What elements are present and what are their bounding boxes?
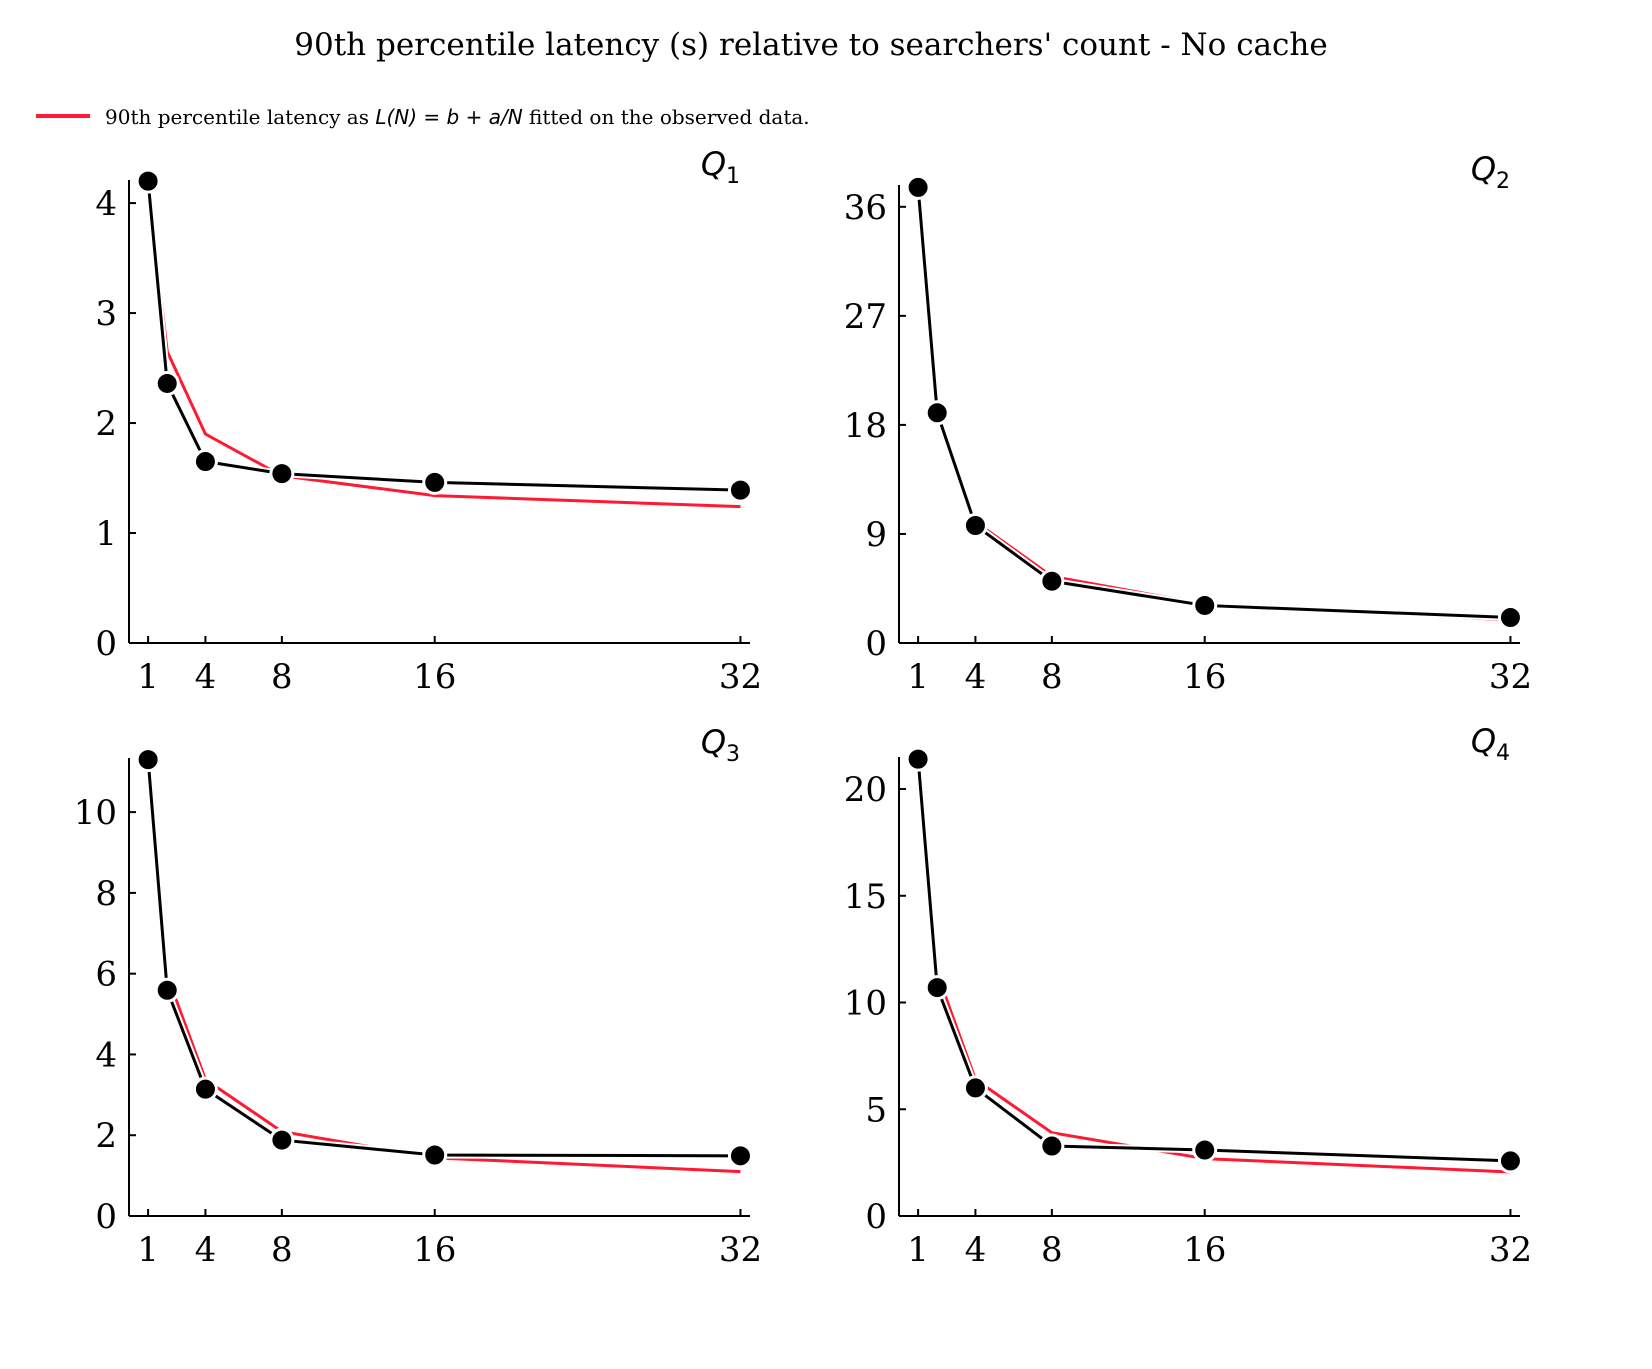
x-tick-label: 8 [1041, 1230, 1063, 1270]
y-tick-label: 2 [95, 404, 117, 444]
x-tick-label: 4 [965, 657, 987, 697]
subplot-label-subscript: 3 [726, 742, 740, 767]
observed-point [1039, 568, 1065, 594]
observed-point [924, 975, 950, 1001]
y-tick-label: 10 [844, 984, 887, 1024]
observed-point [1497, 1148, 1523, 1174]
observed-line [146, 759, 741, 1158]
observed-point [135, 168, 161, 194]
y-tick-label: 5 [865, 1090, 887, 1130]
observed-point [192, 449, 218, 475]
subplot-label-subscript: 2 [1496, 169, 1510, 194]
x-tick-label: 32 [719, 1230, 762, 1270]
observed-line-halo [144, 759, 741, 1160]
legend-label-suffix: fitted on the observed data. [523, 105, 810, 129]
y-tick-label: 20 [844, 770, 887, 810]
x-tick-label: 4 [195, 1230, 217, 1270]
observed-point [727, 1143, 753, 1169]
legend-label: 90th percentile latency as L(N) = b + a/… [105, 105, 810, 129]
observed-line [146, 180, 741, 492]
observed-point [1192, 1137, 1218, 1163]
x-tick-label: 32 [1489, 657, 1532, 697]
chart-title: 90th percentile latency (s) relative to … [294, 27, 1327, 63]
observed-point [905, 174, 931, 200]
y-tick-label: 4 [95, 1035, 117, 1075]
legend-label-formula: L(N) = b + a/N [375, 105, 522, 129]
y-tick-label: 0 [865, 1197, 887, 1237]
y-tick-label: 1 [95, 514, 117, 554]
subplot-label-subscript: 4 [1496, 741, 1510, 766]
observed-point [422, 1142, 448, 1168]
y-tick-label: 0 [95, 624, 117, 664]
observed-point [135, 747, 161, 773]
observed-point [154, 977, 180, 1003]
x-tick-label: 16 [1183, 657, 1226, 697]
observed-point [962, 512, 988, 538]
y-tick-label: 4 [95, 184, 117, 224]
y-tick-label: 2 [95, 1116, 117, 1156]
y-tick-label: 36 [844, 188, 887, 228]
x-tick-label: 8 [1041, 657, 1063, 697]
subplot-label-subscript: 1 [726, 164, 740, 189]
subplot-label: Q3 [701, 723, 740, 767]
observed-line-halo [144, 180, 741, 494]
observed-point [905, 746, 931, 772]
y-tick-label: 27 [844, 297, 887, 337]
y-tick-label: 3 [95, 294, 117, 334]
x-tick-label: 16 [413, 657, 456, 697]
legend: 90th percentile latency as L(N) = b + a/… [36, 105, 810, 129]
fit-line [146, 186, 741, 509]
x-tick-label: 32 [719, 657, 762, 697]
observed-point [962, 1075, 988, 1101]
observed-point [422, 469, 448, 495]
y-tick-label: 10 [74, 793, 117, 833]
observed-point [192, 1076, 218, 1102]
observed-line-halo [914, 187, 1511, 622]
x-tick-label: 1 [907, 657, 929, 697]
observed-line [916, 187, 1511, 620]
fit-line [916, 196, 1511, 622]
subplot-label: Q1 [701, 145, 740, 189]
observed-point [269, 461, 295, 487]
observed-point [1192, 592, 1218, 618]
observed-point [269, 1127, 295, 1153]
observed-line [916, 759, 1511, 1163]
x-tick-label: 8 [271, 1230, 293, 1270]
y-tick-label: 0 [95, 1197, 117, 1237]
observed-point [1497, 605, 1523, 631]
x-tick-label: 4 [195, 657, 217, 697]
observed-point [1039, 1133, 1065, 1159]
x-tick-label: 32 [1489, 1230, 1532, 1270]
y-tick-label: 0 [865, 624, 887, 664]
subplot-label: Q2 [1471, 150, 1510, 194]
subplot-q2: 0 9 18 27 36 1 4 8 16 32 Q2 [844, 150, 1532, 697]
y-tick-label: 15 [844, 877, 887, 917]
x-tick-label: 4 [965, 1230, 987, 1270]
legend-label-prefix: 90th percentile latency as [105, 105, 375, 129]
y-tick-label: 8 [95, 874, 117, 914]
y-tick-label: 18 [844, 406, 887, 446]
observed-point [924, 400, 950, 426]
x-tick-label: 1 [907, 1230, 929, 1270]
x-tick-label: 8 [271, 657, 293, 697]
x-tick-label: 1 [137, 1230, 159, 1270]
subplot-label: Q4 [1471, 722, 1510, 766]
x-tick-label: 16 [1183, 1230, 1226, 1270]
x-tick-label: 16 [413, 1230, 456, 1270]
y-tick-label: 9 [865, 515, 887, 555]
observed-point [727, 477, 753, 503]
observed-point [154, 370, 180, 396]
y-tick-label: 6 [95, 955, 117, 995]
x-tick-label: 1 [137, 657, 159, 697]
